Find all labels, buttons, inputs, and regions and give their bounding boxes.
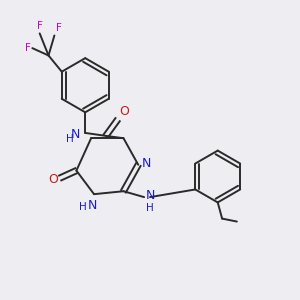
Text: N: N xyxy=(146,189,155,202)
Text: N: N xyxy=(88,200,97,212)
Text: N: N xyxy=(142,157,152,170)
Text: O: O xyxy=(48,173,58,186)
Text: H: H xyxy=(146,203,153,213)
Text: O: O xyxy=(120,105,130,118)
Text: N: N xyxy=(70,128,80,141)
Text: F: F xyxy=(25,43,31,53)
Text: F: F xyxy=(56,23,62,33)
Text: H: H xyxy=(79,202,87,212)
Text: H: H xyxy=(66,134,74,144)
Text: F: F xyxy=(37,21,43,31)
